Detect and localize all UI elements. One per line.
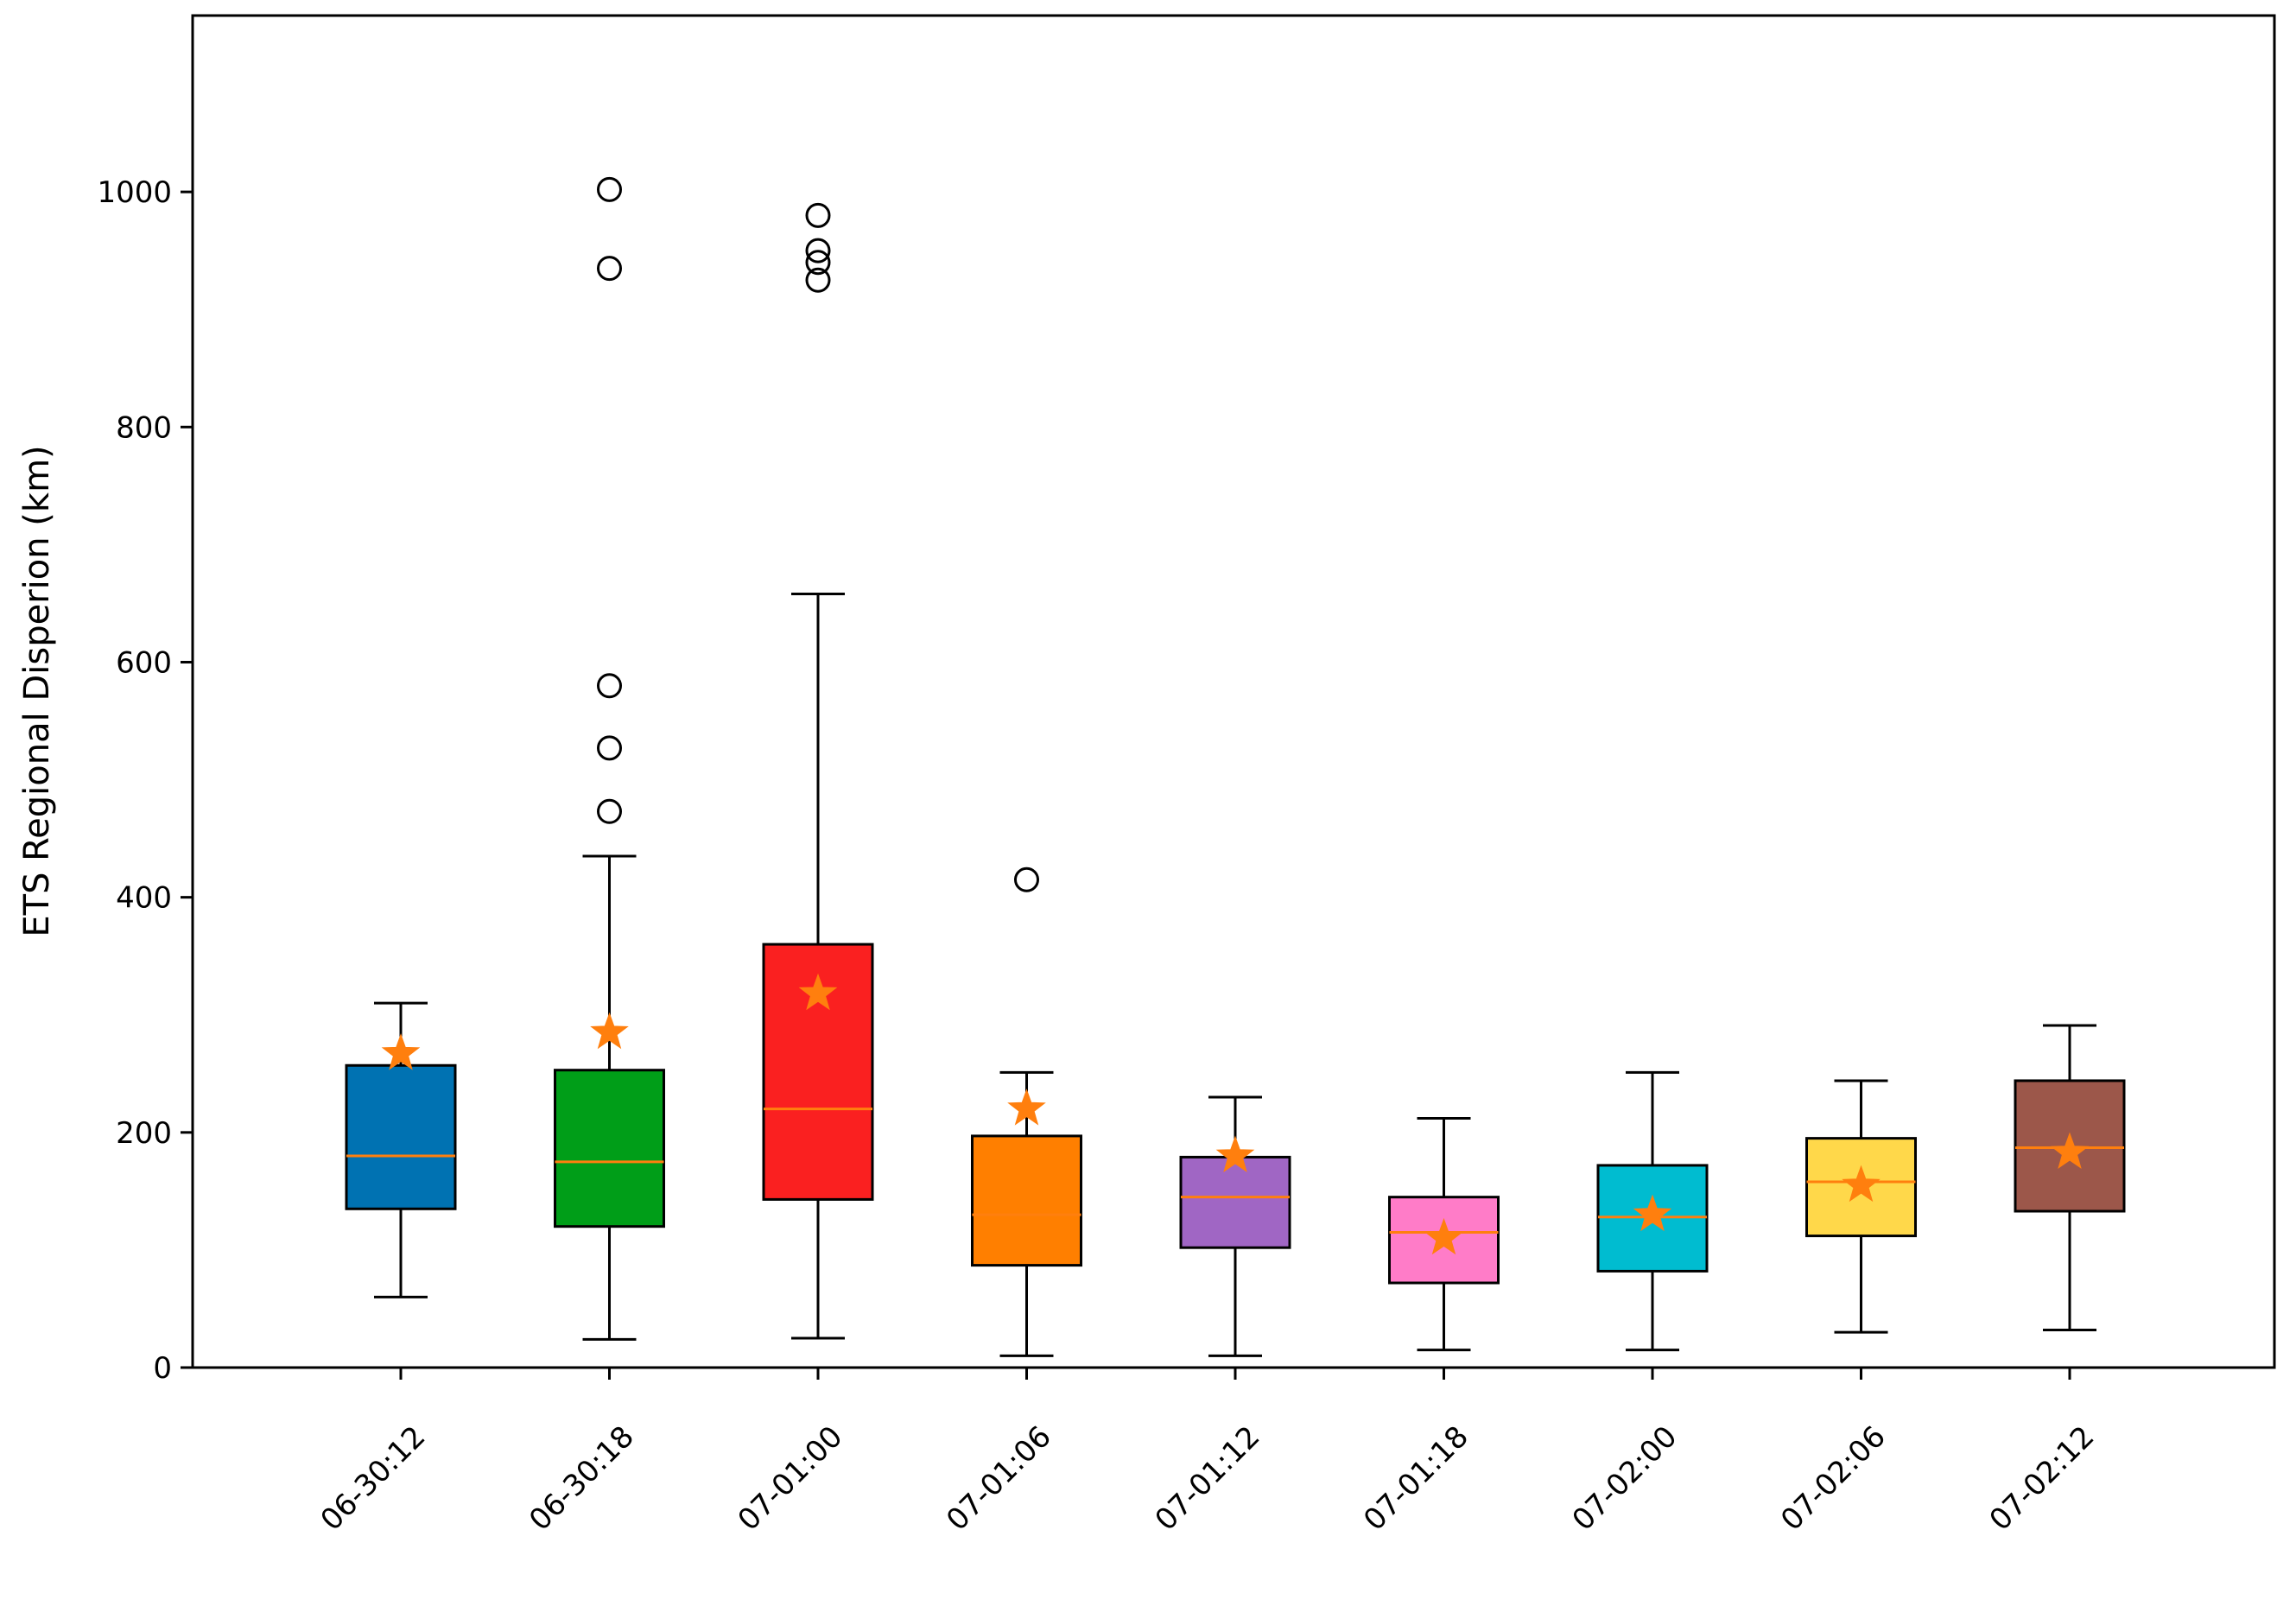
outlier-point [597, 735, 622, 761]
box-group [1596, 1070, 1709, 1352]
y-axis: 0 200 400 600 800 1000 [97, 175, 193, 1386]
outlier-point [805, 267, 831, 293]
mean-star-marker [1633, 1194, 1672, 1232]
outlier-point [1014, 866, 1039, 892]
outlier-point [597, 176, 622, 202]
mean-star-marker [381, 1033, 421, 1070]
y-tick-label: 800 [116, 410, 172, 445]
mean-star-marker [798, 973, 838, 1011]
outlier-point [805, 250, 831, 276]
outlier-point [805, 238, 831, 263]
mean-star-marker [1424, 1217, 1463, 1255]
box-group [1179, 1095, 1291, 1357]
box-group [2014, 1024, 2126, 1331]
mean-star-marker [2050, 1132, 2090, 1169]
plot-frame [191, 14, 2276, 1369]
plot-area [345, 176, 2126, 1357]
box-iqr [554, 1069, 665, 1228]
box-group [345, 1001, 457, 1298]
box-iqr [971, 1134, 1082, 1267]
box-group [1388, 1116, 1500, 1352]
box-group [1805, 1079, 1917, 1334]
box-group [554, 176, 665, 1341]
outlier-point [597, 256, 622, 282]
y-tick-label: 200 [116, 1116, 172, 1151]
mean-star-marker [590, 1012, 629, 1050]
box-iqr [1179, 1155, 1291, 1249]
y-tick-label: 600 [116, 645, 172, 680]
box-group [971, 866, 1082, 1357]
mean-star-marker [1007, 1089, 1046, 1126]
box-group [762, 202, 874, 1340]
outlier-point [597, 673, 622, 699]
y-axis-label: ETS Regional Disperion (km) [17, 445, 57, 936]
y-tick-label: 400 [116, 881, 172, 916]
y-tick-label: 1000 [97, 175, 172, 210]
outlier-point [805, 202, 831, 228]
box-iqr [345, 1063, 457, 1210]
y-tick-label: 0 [153, 1351, 172, 1386]
mean-star-marker [1215, 1135, 1255, 1172]
outlier-point [597, 798, 622, 824]
mean-star-marker [1842, 1165, 1881, 1203]
